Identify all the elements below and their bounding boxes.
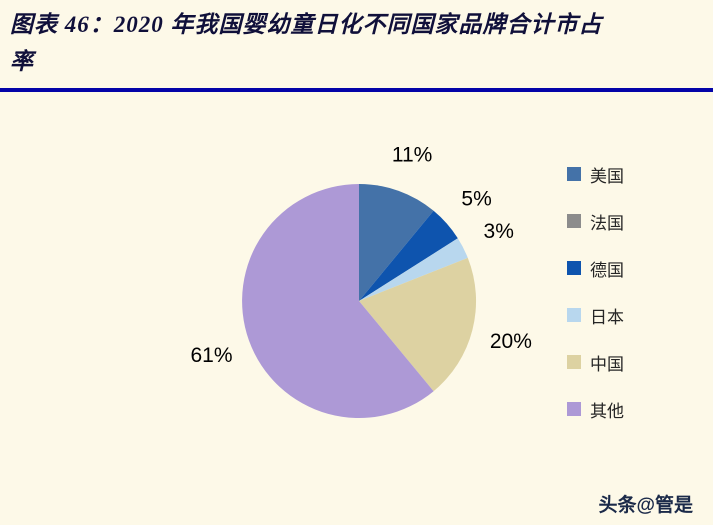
legend-item-5: 中国 (567, 352, 624, 374)
legend-swatch (567, 355, 581, 369)
chart-legend: 美国法国德国日本中国其他 (567, 164, 624, 421)
title-divider (0, 88, 713, 92)
legend-item-2: 法国 (567, 211, 624, 233)
pie-slice-日本 (359, 238, 468, 301)
chart-title-line-1: 图表 46：2020 年我国婴幼童日化不同国家品牌合计市占 (10, 12, 603, 37)
pie-slice-中国 (359, 257, 477, 392)
legend-label: 法国 (590, 213, 624, 233)
pie-slice-德国 (359, 210, 458, 301)
legend-label: 中国 (590, 354, 624, 374)
figure-header: 图表 46：2020 年我国婴幼童日化不同国家品牌合计市占 率 (0, 0, 713, 81)
legend-swatch (567, 261, 581, 275)
legend-swatch (567, 167, 581, 181)
pie-data-label: 20% (490, 330, 532, 353)
legend-item-6: 其他 (567, 399, 624, 421)
pie-slice-美国 (359, 183, 434, 301)
pie-data-label: 5% (461, 187, 491, 210)
pie-slice-其他 (242, 184, 434, 418)
chart-title-line-2: 率 (10, 49, 34, 75)
pie-data-label: 61% (190, 344, 232, 367)
legend-label: 美国 (590, 166, 624, 186)
legend-swatch (567, 402, 581, 416)
legend-label: 其他 (590, 401, 624, 421)
pie-data-label: 11% (392, 144, 432, 167)
pie-data-label: 3% (484, 220, 514, 243)
legend-item-1: 美国 (567, 164, 624, 186)
legend-label: 日本 (590, 307, 624, 327)
legend-item-4: 日本 (567, 305, 624, 327)
legend-label: 德国 (590, 260, 624, 280)
legend-item-3: 德国 (567, 258, 624, 280)
legend-swatch (567, 308, 581, 322)
legend-swatch (567, 214, 581, 228)
watermark: 头条@管是 (598, 495, 693, 516)
